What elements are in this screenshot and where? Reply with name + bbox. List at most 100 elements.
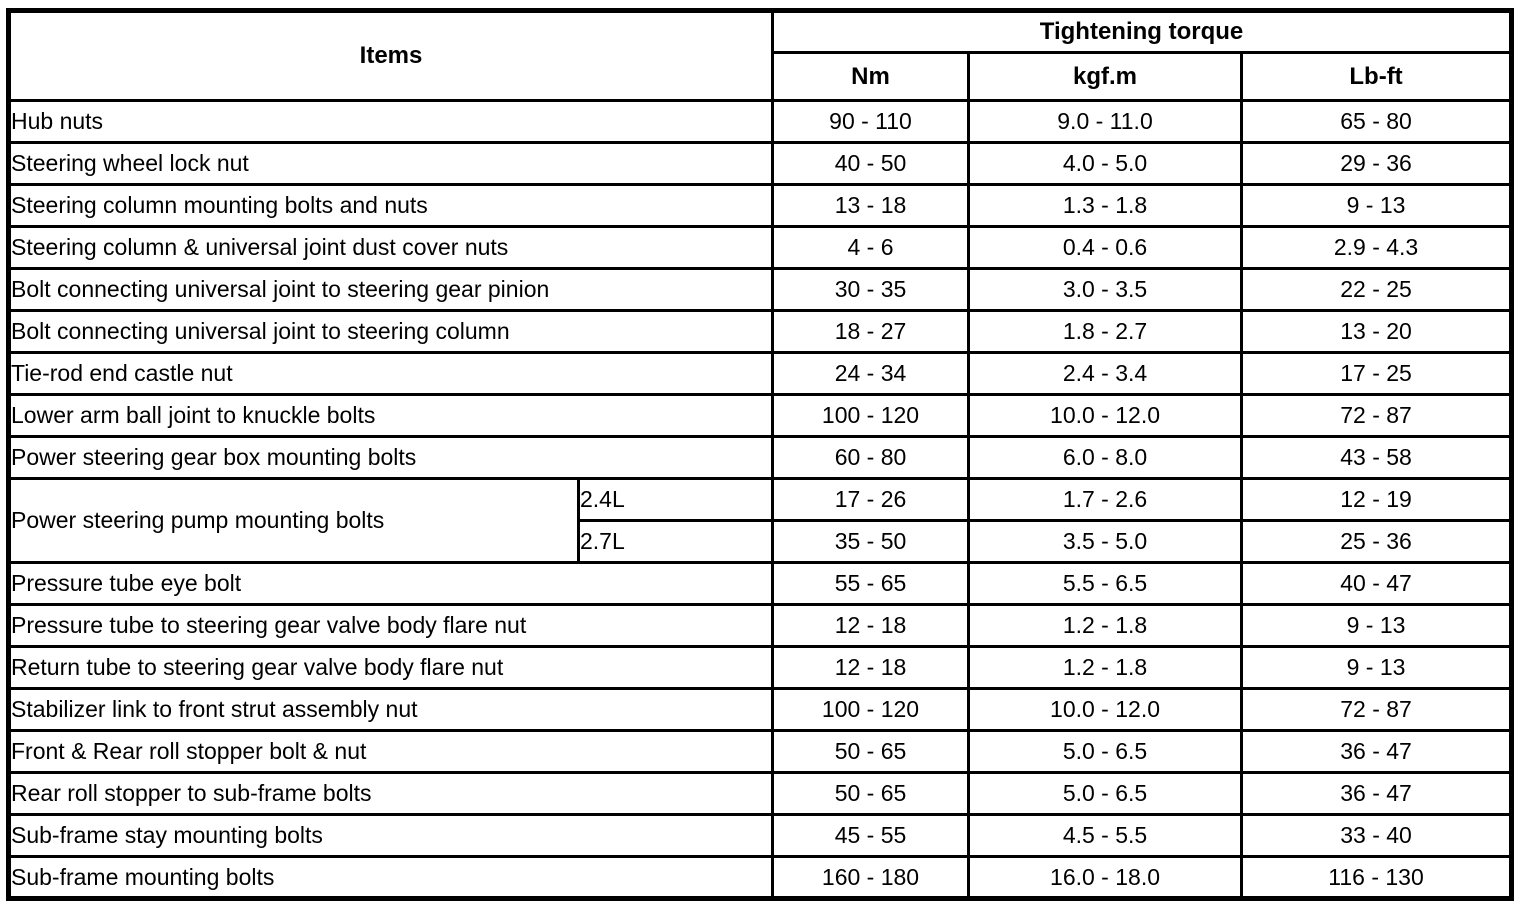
lbft-value: 65 - 80 xyxy=(1240,99,1514,144)
kgfm-value: 4.0 - 5.0 xyxy=(967,141,1244,186)
lbft-value: 40 - 47 xyxy=(1240,561,1514,606)
item-cell: Power steering pump mounting bolts xyxy=(7,477,580,564)
kgfm-value: 5.0 - 6.5 xyxy=(967,729,1244,774)
nm-value: 90 - 110 xyxy=(771,99,971,144)
table-row: Pressure tube eye bolt 55 - 65 5.5 - 6.5… xyxy=(6,561,1514,606)
kgfm-value: 3.0 - 3.5 xyxy=(967,267,1244,312)
table-row: Pressure tube to steering gear valve bod… xyxy=(6,603,1514,648)
nm-value: 60 - 80 xyxy=(771,435,971,480)
item-cell: Return tube to steering gear valve body … xyxy=(6,645,775,690)
torque-spec-table: Items Tightening torque Nm kgf.m Lb-ft H… xyxy=(6,8,1515,901)
nm-value: 45 - 55 xyxy=(771,813,971,858)
nm-value: 50 - 65 xyxy=(771,729,971,774)
lbft-value: 72 - 87 xyxy=(1240,393,1514,438)
kgfm-value: 5.0 - 6.5 xyxy=(967,771,1244,816)
table-row: Front & Rear roll stopper bolt & nut 50 … xyxy=(6,729,1514,774)
kgfm-value: 5.5 - 6.5 xyxy=(967,561,1244,606)
nm-value: 160 - 180 xyxy=(771,855,971,900)
kgfm-value: 6.0 - 8.0 xyxy=(967,435,1244,480)
nm-value: 30 - 35 xyxy=(771,267,971,312)
item-cell: Steering column mounting bolts and nuts xyxy=(6,183,775,228)
header-row-group: Items Tightening torque xyxy=(6,9,1514,102)
item-cell: Pressure tube to steering gear valve bod… xyxy=(6,603,775,648)
item-cell: Sub-frame stay mounting bolts xyxy=(6,813,775,858)
table-row: Power steering gear box mounting bolts 6… xyxy=(6,435,1514,480)
nm-value: 18 - 27 xyxy=(771,309,971,354)
item-cell: Hub nuts xyxy=(6,99,775,144)
lbft-value: 12 - 19 xyxy=(1240,477,1514,522)
nm-value: 50 - 65 xyxy=(771,771,971,816)
lbft-value: 29 - 36 xyxy=(1240,141,1514,186)
nm-value: 40 - 50 xyxy=(771,141,971,186)
table-row: Sub-frame mounting bolts 160 - 180 16.0 … xyxy=(6,855,1514,900)
table-row: Steering column & universal joint dust c… xyxy=(6,225,1514,270)
item-cell: Steering column & universal joint dust c… xyxy=(6,225,775,270)
kgfm-value: 0.4 - 0.6 xyxy=(967,225,1244,270)
nm-column-header: Nm xyxy=(771,51,971,102)
nm-value: 35 - 50 xyxy=(771,519,971,564)
kgfm-value: 2.4 - 3.4 xyxy=(967,351,1244,396)
nm-value: 12 - 18 xyxy=(771,645,971,690)
kgfm-value: 4.5 - 5.5 xyxy=(967,813,1244,858)
table-row: Power steering pump mounting bolts 2.4L … xyxy=(7,477,1514,564)
kgfm-value: 16.0 - 18.0 xyxy=(967,855,1244,900)
kgfm-value: 3.5 - 5.0 xyxy=(967,519,1244,564)
lbft-value: 9 - 13 xyxy=(1240,603,1514,648)
nm-value: 55 - 65 xyxy=(771,561,971,606)
table-row: Tie-rod end castle nut 24 - 34 2.4 - 3.4… xyxy=(6,351,1514,396)
engine-variant-cell: 2.7L xyxy=(576,519,775,564)
item-cell: Bolt connecting universal joint to steer… xyxy=(6,309,775,354)
lbft-value: 13 - 20 xyxy=(1240,309,1514,354)
item-cell: Sub-frame mounting bolts xyxy=(6,855,775,900)
kgfm-value: 1.2 - 1.8 xyxy=(967,603,1244,648)
item-cell: Steering wheel lock nut xyxy=(6,141,775,186)
nm-value: 4 - 6 xyxy=(771,225,971,270)
tightening-torque-group-header: Tightening torque xyxy=(771,9,1514,54)
table-row: Lower arm ball joint to knuckle bolts 10… xyxy=(6,393,1514,438)
kgfm-column-header: kgf.m xyxy=(967,51,1244,102)
table-row: Hub nuts 90 - 110 9.0 - 11.0 65 - 80 xyxy=(6,99,1514,144)
item-cell: Stabilizer link to front strut assembly … xyxy=(6,687,775,732)
kgfm-value: 10.0 - 12.0 xyxy=(967,393,1244,438)
kgfm-value: 1.2 - 1.8 xyxy=(967,645,1244,690)
lbft-value: 22 - 25 xyxy=(1240,267,1514,312)
lbft-value: 72 - 87 xyxy=(1240,687,1514,732)
nm-value: 13 - 18 xyxy=(771,183,971,228)
lbft-value: 25 - 36 xyxy=(1240,519,1514,564)
kgfm-value: 10.0 - 12.0 xyxy=(967,687,1244,732)
lbft-value: 9 - 13 xyxy=(1240,645,1514,690)
nm-value: 100 - 120 xyxy=(771,393,971,438)
item-cell: Front & Rear roll stopper bolt & nut xyxy=(6,729,775,774)
header-row-units: Nm kgf.m Lb-ft xyxy=(9,51,1514,102)
lbft-value: 36 - 47 xyxy=(1240,729,1514,774)
lbft-value: 17 - 25 xyxy=(1240,351,1514,396)
lbft-value: 33 - 40 xyxy=(1240,813,1514,858)
table-row: 2.7L 35 - 50 3.5 - 5.0 25 - 36 xyxy=(9,519,1514,564)
lbft-value: 36 - 47 xyxy=(1240,771,1514,816)
engine-variant-cell: 2.4L xyxy=(576,477,775,522)
item-cell: Tie-rod end castle nut xyxy=(6,351,775,396)
table-row: Rear roll stopper to sub-frame bolts 50 … xyxy=(6,771,1514,816)
table-row: Steering wheel lock nut 40 - 50 4.0 - 5.… xyxy=(6,141,1514,186)
lbft-value: 2.9 - 4.3 xyxy=(1240,225,1514,270)
kgfm-value: 9.0 - 11.0 xyxy=(967,99,1244,144)
table-row: Stabilizer link to front strut assembly … xyxy=(6,687,1514,732)
table-row: Steering column mounting bolts and nuts … xyxy=(6,183,1514,228)
table-row: Sub-frame stay mounting bolts 45 - 55 4.… xyxy=(6,813,1514,858)
item-cell: Power steering gear box mounting bolts xyxy=(6,435,775,480)
items-column-header: Items xyxy=(6,9,775,102)
kgfm-value: 1.7 - 2.6 xyxy=(967,477,1244,522)
item-cell: Bolt connecting universal joint to steer… xyxy=(6,267,775,312)
item-cell: Pressure tube eye bolt xyxy=(6,561,775,606)
kgfm-value: 1.3 - 1.8 xyxy=(967,183,1244,228)
lbft-column-header: Lb-ft xyxy=(1240,51,1514,102)
nm-value: 12 - 18 xyxy=(771,603,971,648)
lbft-value: 116 - 130 xyxy=(1240,855,1514,900)
table-row: Return tube to steering gear valve body … xyxy=(6,645,1514,690)
lbft-value: 43 - 58 xyxy=(1240,435,1514,480)
item-cell: Rear roll stopper to sub-frame bolts xyxy=(6,771,775,816)
nm-value: 100 - 120 xyxy=(771,687,971,732)
table-row: Bolt connecting universal joint to steer… xyxy=(6,309,1514,354)
table-row: Bolt connecting universal joint to steer… xyxy=(6,267,1514,312)
